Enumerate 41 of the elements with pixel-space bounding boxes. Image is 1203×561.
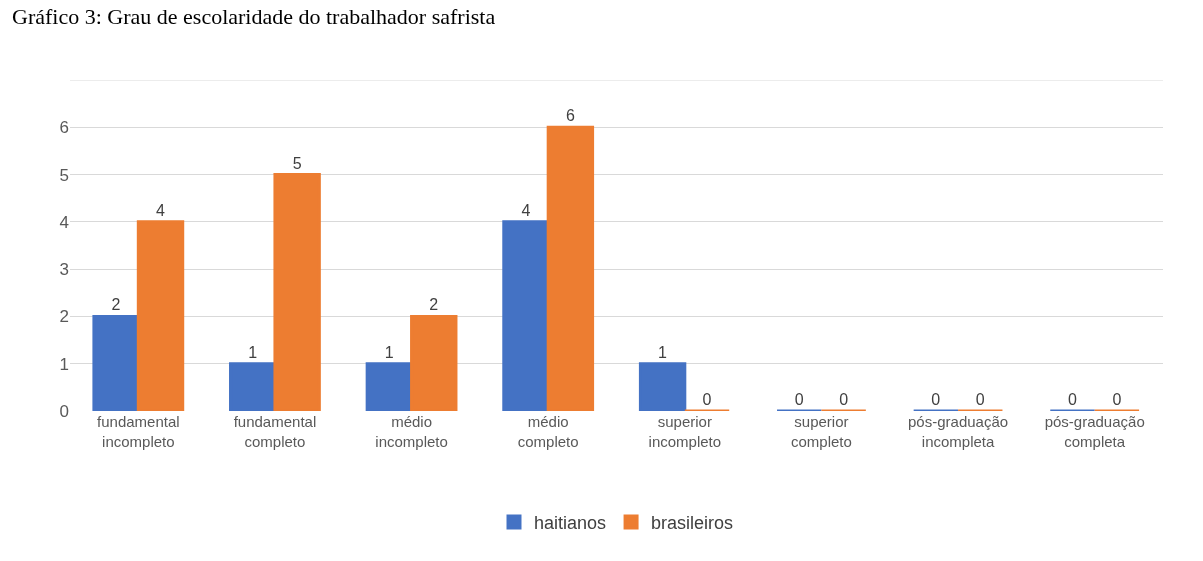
data-label: 6: [565, 107, 575, 125]
data-label: 1: [248, 343, 258, 361]
data-label: 0: [702, 391, 712, 408]
bar: [273, 173, 321, 411]
x-tick-label: superior incompleto: [648, 413, 722, 450]
bar: [92, 314, 140, 411]
data-label: 0: [1112, 391, 1122, 408]
data-label: 0: [1067, 391, 1077, 408]
data-label: 4: [156, 201, 166, 219]
data-label: 1: [658, 343, 668, 361]
data-label: 4: [521, 201, 531, 219]
data-label: 5: [292, 154, 302, 172]
y-tick-label: 5: [59, 165, 69, 185]
bar: [638, 362, 687, 411]
y-tick-label: 6: [59, 118, 69, 138]
x-tick-label: fundamental completo: [233, 413, 317, 450]
y-tick-label: 0: [59, 401, 69, 421]
data-label: 0: [975, 391, 985, 408]
y-tick-label: 4: [59, 212, 69, 232]
y-tick-label: 2: [59, 307, 69, 327]
data-label: 0: [839, 391, 849, 408]
data-label: 2: [111, 296, 121, 314]
data-label: 0: [794, 391, 804, 408]
bar: [136, 220, 185, 411]
data-label: 2: [429, 296, 439, 314]
y-tick-label: 3: [59, 260, 69, 280]
data-label: 1: [384, 343, 394, 361]
legend-label: haitianos: [534, 512, 607, 533]
data-label: 0: [931, 391, 941, 408]
bar: [546, 125, 595, 411]
x-tick-label: médio incompleto: [375, 413, 448, 450]
x-tick-label: médio completo: [517, 413, 579, 450]
bar: [502, 220, 550, 411]
bar: [410, 314, 458, 411]
chart-title: Gráfico 3: Grau de escolaridade do trabalhador safrista: [12, 3, 496, 29]
x-tick-label: fundamental incompleto: [97, 413, 180, 450]
legend-label: brasileiros: [651, 512, 734, 533]
x-tick-label: superior completo: [791, 413, 852, 450]
y-tick-label: 1: [59, 354, 69, 374]
x-tick-label: pós-graduação incompleta: [908, 413, 1009, 450]
x-tick-label: pós-graduação completa: [1044, 413, 1145, 450]
